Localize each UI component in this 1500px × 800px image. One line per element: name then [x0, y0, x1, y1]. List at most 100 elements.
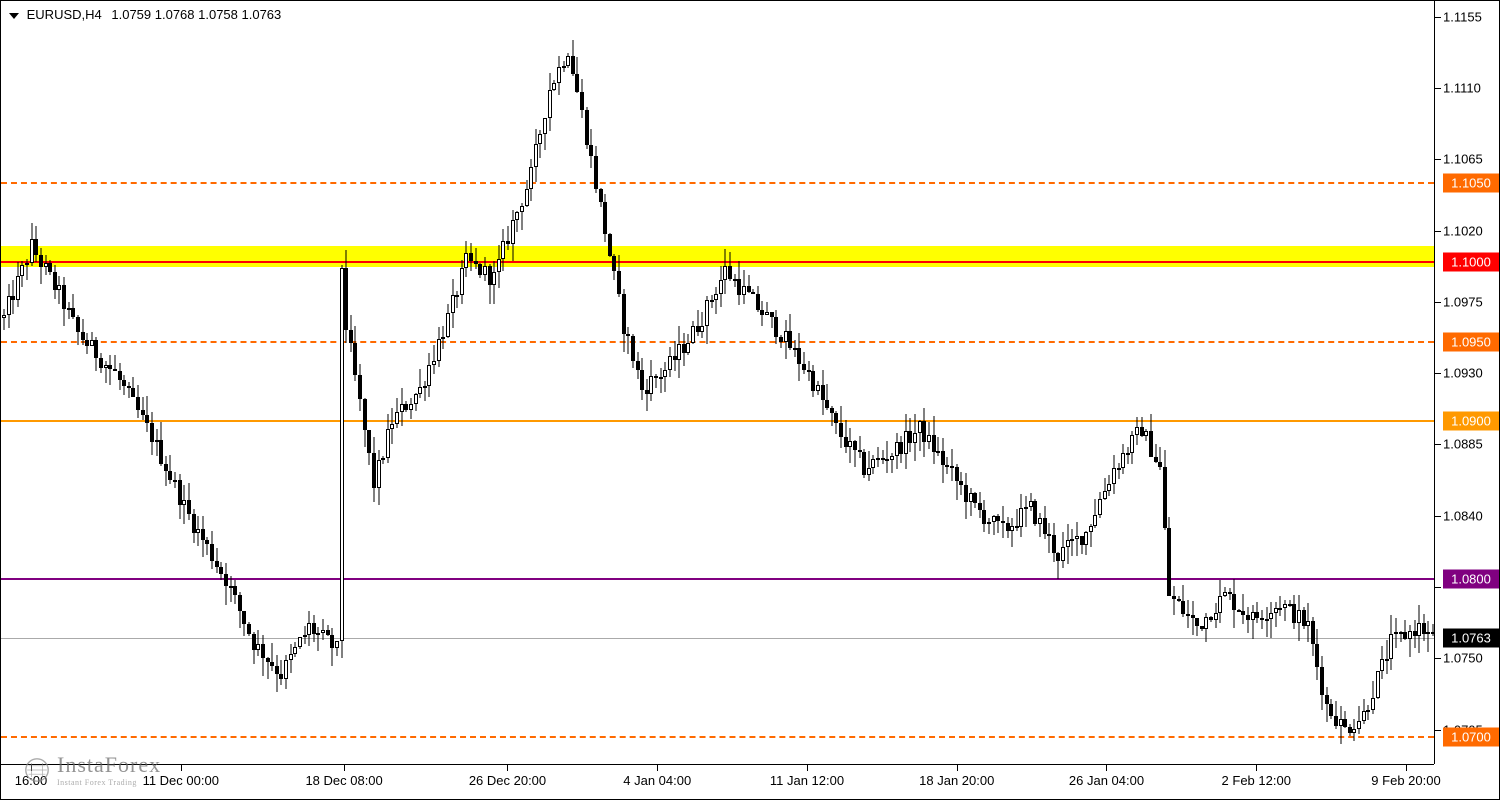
candle: [1010, 1, 1014, 766]
candle: [802, 1, 806, 766]
candle: [168, 1, 172, 766]
candle: [1154, 1, 1158, 766]
candle: [381, 1, 385, 766]
candle: [1269, 1, 1273, 766]
candle: [247, 1, 251, 766]
candle: [1214, 1, 1218, 766]
candle: [774, 1, 778, 766]
candle: [950, 1, 954, 766]
candle: [478, 1, 482, 766]
candle: [640, 1, 644, 766]
candle: [1047, 1, 1051, 766]
candle: [390, 1, 394, 766]
candle: [548, 1, 552, 766]
candle: [1325, 1, 1329, 766]
candle: [1413, 1, 1417, 766]
candle: [1288, 1, 1292, 766]
candle: [534, 1, 538, 766]
candle: [1126, 1, 1130, 766]
candle: [733, 1, 737, 766]
candle: [85, 1, 89, 766]
candle: [187, 1, 191, 766]
candle: [710, 1, 714, 766]
candle: [1232, 1, 1236, 766]
candle: [492, 1, 496, 766]
candle: [1149, 1, 1153, 766]
candle: [599, 1, 603, 766]
candle: [497, 1, 501, 766]
candle: [122, 1, 126, 766]
candle: [723, 1, 727, 766]
x-axis-label: 11 Jan 12:00: [770, 773, 844, 788]
candle: [1043, 1, 1047, 766]
candle: [529, 1, 533, 766]
candle: [20, 1, 24, 766]
candle: [372, 1, 376, 766]
candle: [252, 1, 256, 766]
candle: [867, 1, 871, 766]
candle: [1320, 1, 1324, 766]
candle: [127, 1, 131, 766]
x-tick: [1406, 765, 1407, 771]
candle: [1417, 1, 1421, 766]
candle: [626, 1, 630, 766]
y-tick: [1435, 444, 1441, 445]
candle: [196, 1, 200, 766]
candle: [1246, 1, 1250, 766]
candle: [899, 1, 903, 766]
candle: [557, 1, 561, 766]
y-axis-label: 1.1155: [1443, 9, 1482, 24]
candle: [673, 1, 677, 766]
candle: [104, 1, 108, 766]
candle: [871, 1, 875, 766]
candle: [525, 1, 529, 766]
candle: [159, 1, 163, 766]
candle: [959, 1, 963, 766]
candle: [256, 1, 260, 766]
candle: [67, 1, 71, 766]
candle: [631, 1, 635, 766]
candle: [1343, 1, 1347, 766]
candle: [834, 1, 838, 766]
candle: [205, 1, 209, 766]
y-tick: [1435, 302, 1441, 303]
candle: [1278, 1, 1282, 766]
candle: [1181, 1, 1185, 766]
candle: [922, 1, 926, 766]
candle: [686, 1, 690, 766]
candle: [830, 1, 834, 766]
candle: [1422, 1, 1426, 766]
candle: [1366, 1, 1370, 766]
candle: [1158, 1, 1162, 766]
candle: [344, 1, 348, 766]
candle: [48, 1, 52, 766]
candle: [298, 1, 302, 766]
candle: [284, 1, 288, 766]
candle: [784, 1, 788, 766]
candle: [1339, 1, 1343, 766]
candle: [90, 1, 94, 766]
candle: [742, 1, 746, 766]
y-tick: [1435, 17, 1441, 18]
plot-area[interactable]: [1, 1, 1434, 764]
candle: [797, 1, 801, 766]
candle: [756, 1, 760, 766]
candle: [349, 1, 353, 766]
x-tick: [181, 765, 182, 771]
candle: [594, 1, 598, 766]
candle: [242, 1, 246, 766]
candle: [446, 1, 450, 766]
x-axis-label: 2 Feb 12:00: [1222, 773, 1291, 788]
candle: [1089, 1, 1093, 766]
candle: [210, 1, 214, 766]
candle: [1038, 1, 1042, 766]
candle: [155, 1, 159, 766]
candle: [714, 1, 718, 766]
candle: [62, 1, 66, 766]
y-tick: [1435, 587, 1441, 588]
x-axis-label: 18 Jan 20:00: [919, 773, 994, 788]
candle: [1024, 1, 1028, 766]
candle: [44, 1, 48, 766]
candle: [201, 1, 205, 766]
candle: [469, 1, 473, 766]
